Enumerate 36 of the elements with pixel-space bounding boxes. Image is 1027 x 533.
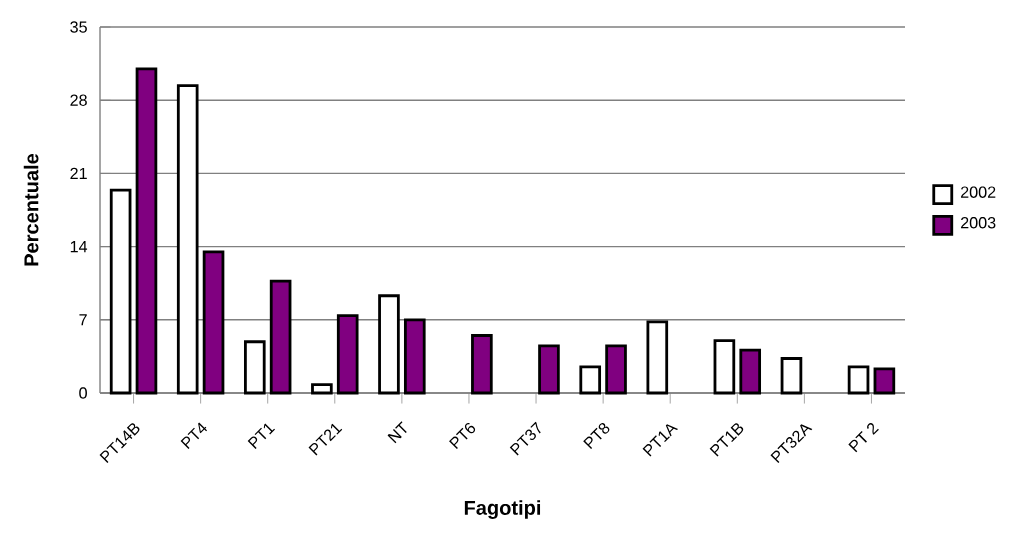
bar — [646, 320, 669, 395]
bar — [403, 318, 426, 395]
x-tick-label: PT8 — [583, 423, 610, 450]
x-tick-label: PT1 — [247, 423, 276, 449]
bar — [605, 344, 627, 395]
bar — [135, 67, 158, 395]
y-tick-label: 7 — [79, 314, 87, 326]
bar — [579, 365, 602, 395]
bar — [202, 250, 225, 395]
bar — [538, 344, 560, 395]
y-tick-label: 14 — [70, 241, 88, 253]
bar — [713, 339, 736, 395]
legend-label: 2003 — [961, 217, 996, 229]
bar — [471, 334, 493, 395]
x-tick-label: PT6 — [449, 422, 476, 450]
y-tick-label: 35 — [70, 21, 87, 33]
y-tick-label: 21 — [70, 167, 87, 180]
bar — [109, 188, 132, 395]
bar — [847, 365, 870, 395]
bar — [311, 383, 333, 395]
bar — [739, 348, 762, 395]
x-tick-label: NT — [387, 421, 407, 444]
y-tick-label: 0 — [79, 387, 87, 399]
bar — [336, 314, 359, 395]
x-tick-label: PT4 — [180, 422, 208, 449]
bar — [269, 279, 292, 395]
y-axis-title: Percentuale — [23, 153, 39, 266]
legend-label: 2002 — [961, 186, 996, 198]
bar — [176, 84, 199, 395]
bar — [873, 367, 896, 395]
y-tick-label: 28 — [70, 94, 87, 106]
x-axis-title: Fagotipi — [464, 500, 541, 519]
bar — [780, 357, 803, 395]
bar — [243, 340, 266, 395]
bar — [378, 294, 400, 395]
x-tick-label: PT 2 — [848, 423, 879, 453]
